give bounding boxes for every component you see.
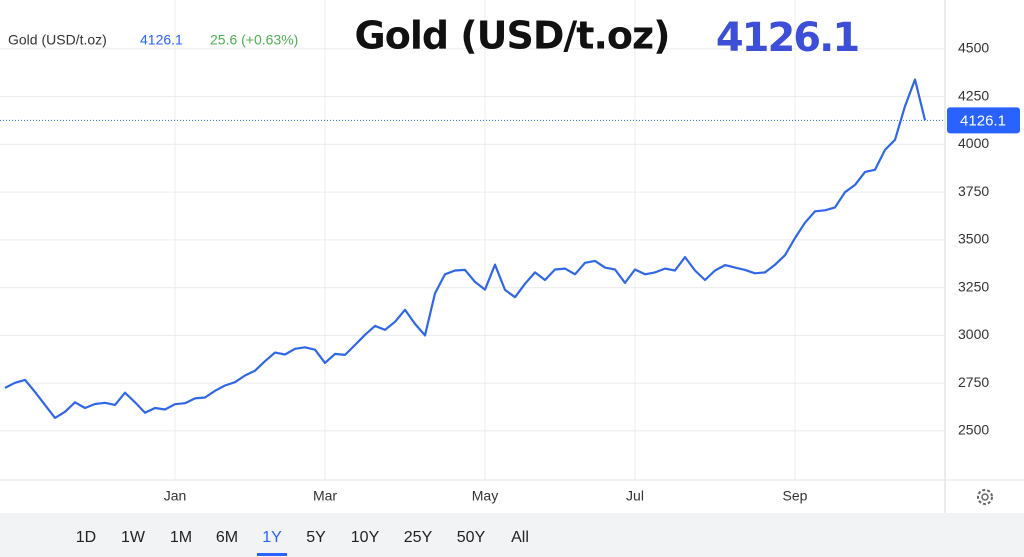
y-tick-label: 3500	[958, 231, 989, 247]
legend-change: 25.6 (+0.63%)	[210, 32, 298, 48]
y-tick-label: 2500	[958, 422, 989, 438]
range-button[interactable]: 6M	[216, 529, 238, 546]
y-tick-label: 3000	[958, 326, 989, 342]
range-button[interactable]: 1M	[170, 529, 192, 546]
range-button[interactable]: 5Y	[306, 529, 326, 546]
legend-name: Gold (USD/t.oz)	[8, 32, 107, 48]
gear[interactable]	[977, 489, 993, 505]
settings-icon[interactable]	[977, 489, 993, 505]
y-tick-label: 2750	[958, 374, 989, 390]
range-button[interactable]: 10Y	[351, 529, 380, 546]
range-selected-underline	[257, 553, 287, 556]
x-tick-label: May	[472, 488, 498, 504]
y-tick-label: 4000	[958, 135, 989, 151]
y-tick-label: 3250	[958, 278, 989, 294]
range-button[interactable]: 50Y	[457, 529, 486, 546]
range-button[interactable]: 1D	[76, 529, 96, 546]
toolbar-bg	[0, 513, 1024, 557]
y-tick-label: 4500	[958, 40, 989, 56]
last-price-badge	[947, 107, 1020, 134]
range-button[interactable]: 1W	[121, 529, 146, 546]
x-tick-label: Jan	[164, 488, 187, 504]
big-price: 4126.1	[716, 15, 859, 61]
legend-price: 4126.1	[140, 32, 183, 48]
x-tick-label: Jul	[626, 488, 644, 504]
range-button[interactable]: 1Y	[262, 529, 282, 546]
last-price-label: 4126.1	[960, 112, 1006, 129]
gear-hub[interactable]	[981, 493, 989, 501]
x-tick-label: Mar	[313, 488, 337, 504]
y-tick-label: 3750	[958, 183, 989, 199]
y-tick-label: 4250	[958, 87, 989, 103]
price-line	[4, 78, 927, 419]
x-tick-label: Sep	[783, 488, 808, 504]
range-button[interactable]: All	[511, 529, 529, 546]
range-button[interactable]: 25Y	[404, 529, 433, 546]
big-title: Gold (USD/t.oz)	[355, 14, 670, 58]
